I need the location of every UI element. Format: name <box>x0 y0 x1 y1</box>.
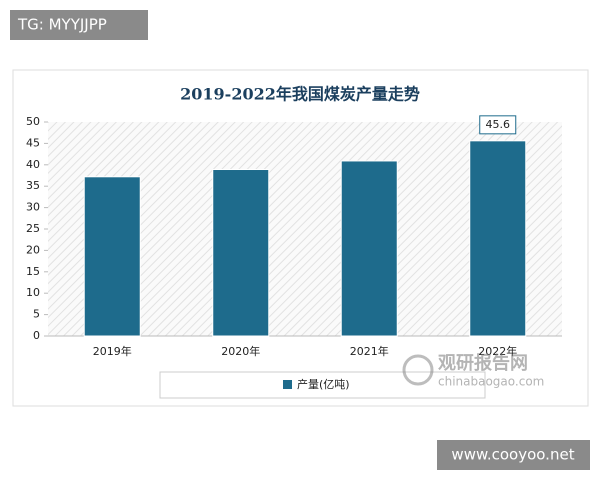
y-tick-label: 5 <box>33 308 40 321</box>
logo-watermark: 观研报告网 chinabaogao.com <box>402 352 544 389</box>
x-tick-label: 2020年 <box>221 344 260 358</box>
y-tick-label: 40 <box>26 158 40 171</box>
bar <box>83 176 141 337</box>
y-tick-label: 30 <box>26 201 40 214</box>
site-text: www.cooyoo.net <box>451 446 574 464</box>
value-label: 45.6 <box>486 118 511 131</box>
y-tick-label: 15 <box>26 265 40 278</box>
x-tick-label: 2022年 <box>478 344 517 358</box>
x-tick-label: 2019年 <box>93 344 132 358</box>
y-tick-label: 50 <box>26 115 40 128</box>
y-tick-label: 0 <box>33 329 40 342</box>
chart-title: 2019-2022年我国煤炭产量走势 <box>180 85 420 104</box>
bar <box>340 160 398 337</box>
site-badge <box>437 440 590 470</box>
tg-text: TG: MYYJJPP <box>17 16 107 34</box>
bar <box>469 140 527 337</box>
logo-cn: 观研报告网 <box>438 352 528 374</box>
y-tick-label: 20 <box>26 243 40 256</box>
y-tick-label: 25 <box>26 222 40 235</box>
bar <box>212 169 270 337</box>
y-tick-label: 35 <box>26 179 40 192</box>
legend-items: 产量(亿吨) <box>283 377 350 391</box>
legend-label: 产量(亿吨) <box>297 377 350 391</box>
y-tick-label: 45 <box>26 136 40 149</box>
value-label-box <box>479 115 517 135</box>
plot: 0 5 10 15 20 25 30 35 40 45 50 2019年 2020年 2021年 2022年… <box>26 115 527 358</box>
tg-badge <box>10 10 148 40</box>
x-tick-label: 2021年 <box>350 344 389 358</box>
legend-swatch <box>283 380 292 389</box>
logo-en: chinabaogao.com <box>438 375 544 389</box>
y-tick-label: 10 <box>26 286 40 299</box>
logo-icon <box>402 354 434 386</box>
